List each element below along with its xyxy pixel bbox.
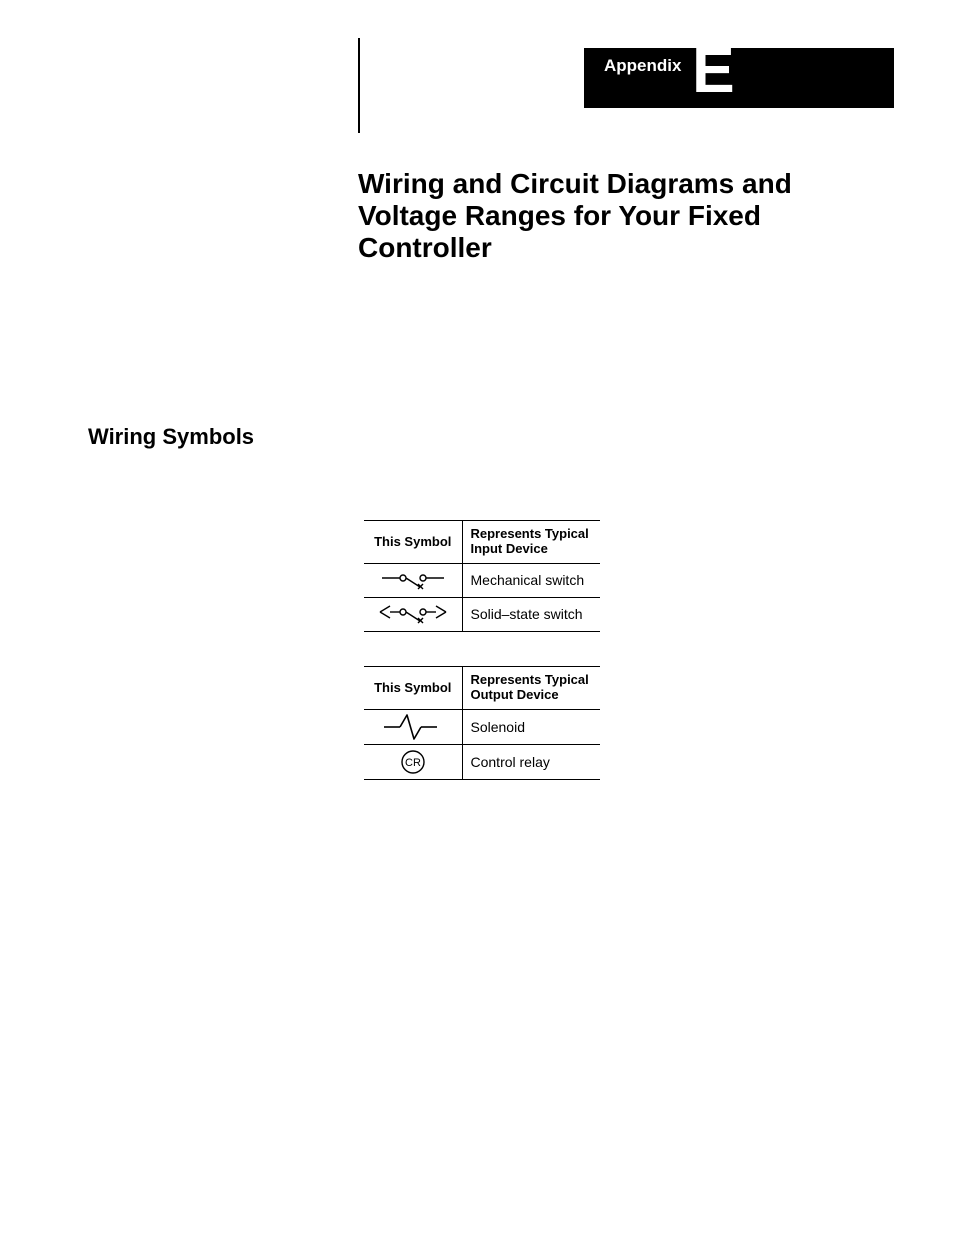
col-header-symbol: This Symbol [364,667,462,710]
symbol-mechanical-switch-icon [364,563,462,597]
page-title: Wiring and Circuit Diagrams and Voltage … [358,168,898,265]
table-row: Solid–state switch [364,597,600,631]
input-symbols-table: This Symbol Represents Typical Input Dev… [364,520,600,632]
symbol-desc: Solid–state switch [462,597,600,631]
output-symbols-table: This Symbol Represents Typical Output De… [364,666,600,780]
section-heading: Wiring Symbols [88,424,254,450]
symbol-solenoid-icon [364,709,462,744]
col-header-desc: Represents Typical Input Device [462,521,600,564]
symbol-solid-state-switch-icon [364,597,462,631]
col-header-symbol: This Symbol [364,521,462,564]
col-header-desc: Represents Typical Output Device [462,667,600,710]
table-header-row: This Symbol Represents Typical Output De… [364,667,600,710]
symbol-desc: Solenoid [462,709,600,744]
page: Appendix E Wiring and Circuit Diagrams a… [0,0,954,1235]
appendix-letter: E [692,38,733,102]
control-relay-label: CR [405,757,421,769]
symbol-control-relay-icon: CR [364,744,462,779]
appendix-letter-block: E [694,44,730,112]
symbol-desc: Control relay [462,744,600,779]
table-row: CR Control relay [364,744,600,779]
header-vertical-rule [358,38,360,133]
table-row: Solenoid [364,709,600,744]
appendix-label: Appendix [584,48,681,76]
table-row: Mechanical switch [364,563,600,597]
table-header-row: This Symbol Represents Typical Input Dev… [364,521,600,564]
symbol-desc: Mechanical switch [462,563,600,597]
